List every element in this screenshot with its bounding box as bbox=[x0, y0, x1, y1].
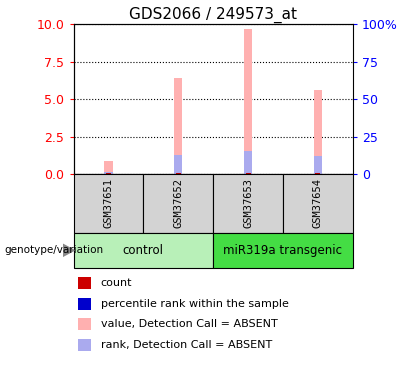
Text: value, Detection Call = ABSENT: value, Detection Call = ABSENT bbox=[101, 320, 278, 329]
Bar bbox=[315, 173, 320, 174]
Bar bbox=[104, 172, 113, 174]
Bar bbox=[213, 232, 353, 268]
Text: GSM37653: GSM37653 bbox=[243, 178, 253, 228]
Bar bbox=[246, 173, 250, 174]
Text: GSM37652: GSM37652 bbox=[173, 178, 183, 228]
Bar bbox=[174, 155, 182, 174]
Bar bbox=[106, 173, 111, 174]
Bar bbox=[143, 174, 213, 232]
Bar bbox=[314, 90, 322, 174]
Text: control: control bbox=[123, 244, 164, 257]
Bar bbox=[174, 78, 182, 174]
Bar bbox=[244, 151, 252, 174]
Bar bbox=[176, 173, 181, 174]
Bar bbox=[244, 29, 252, 174]
Bar bbox=[74, 174, 143, 232]
Bar bbox=[104, 161, 113, 174]
Bar bbox=[74, 232, 213, 268]
Text: GSM37654: GSM37654 bbox=[313, 178, 323, 228]
Text: miR319a transgenic: miR319a transgenic bbox=[223, 244, 342, 257]
Text: percentile rank within the sample: percentile rank within the sample bbox=[101, 299, 289, 309]
Polygon shape bbox=[63, 244, 76, 257]
Bar bbox=[283, 174, 353, 232]
Text: GSM37651: GSM37651 bbox=[103, 178, 113, 228]
Bar bbox=[314, 156, 322, 174]
Text: count: count bbox=[101, 278, 132, 288]
Text: genotype/variation: genotype/variation bbox=[4, 245, 103, 255]
Text: rank, Detection Call = ABSENT: rank, Detection Call = ABSENT bbox=[101, 340, 272, 350]
Bar bbox=[213, 174, 283, 232]
Title: GDS2066 / 249573_at: GDS2066 / 249573_at bbox=[129, 7, 297, 23]
